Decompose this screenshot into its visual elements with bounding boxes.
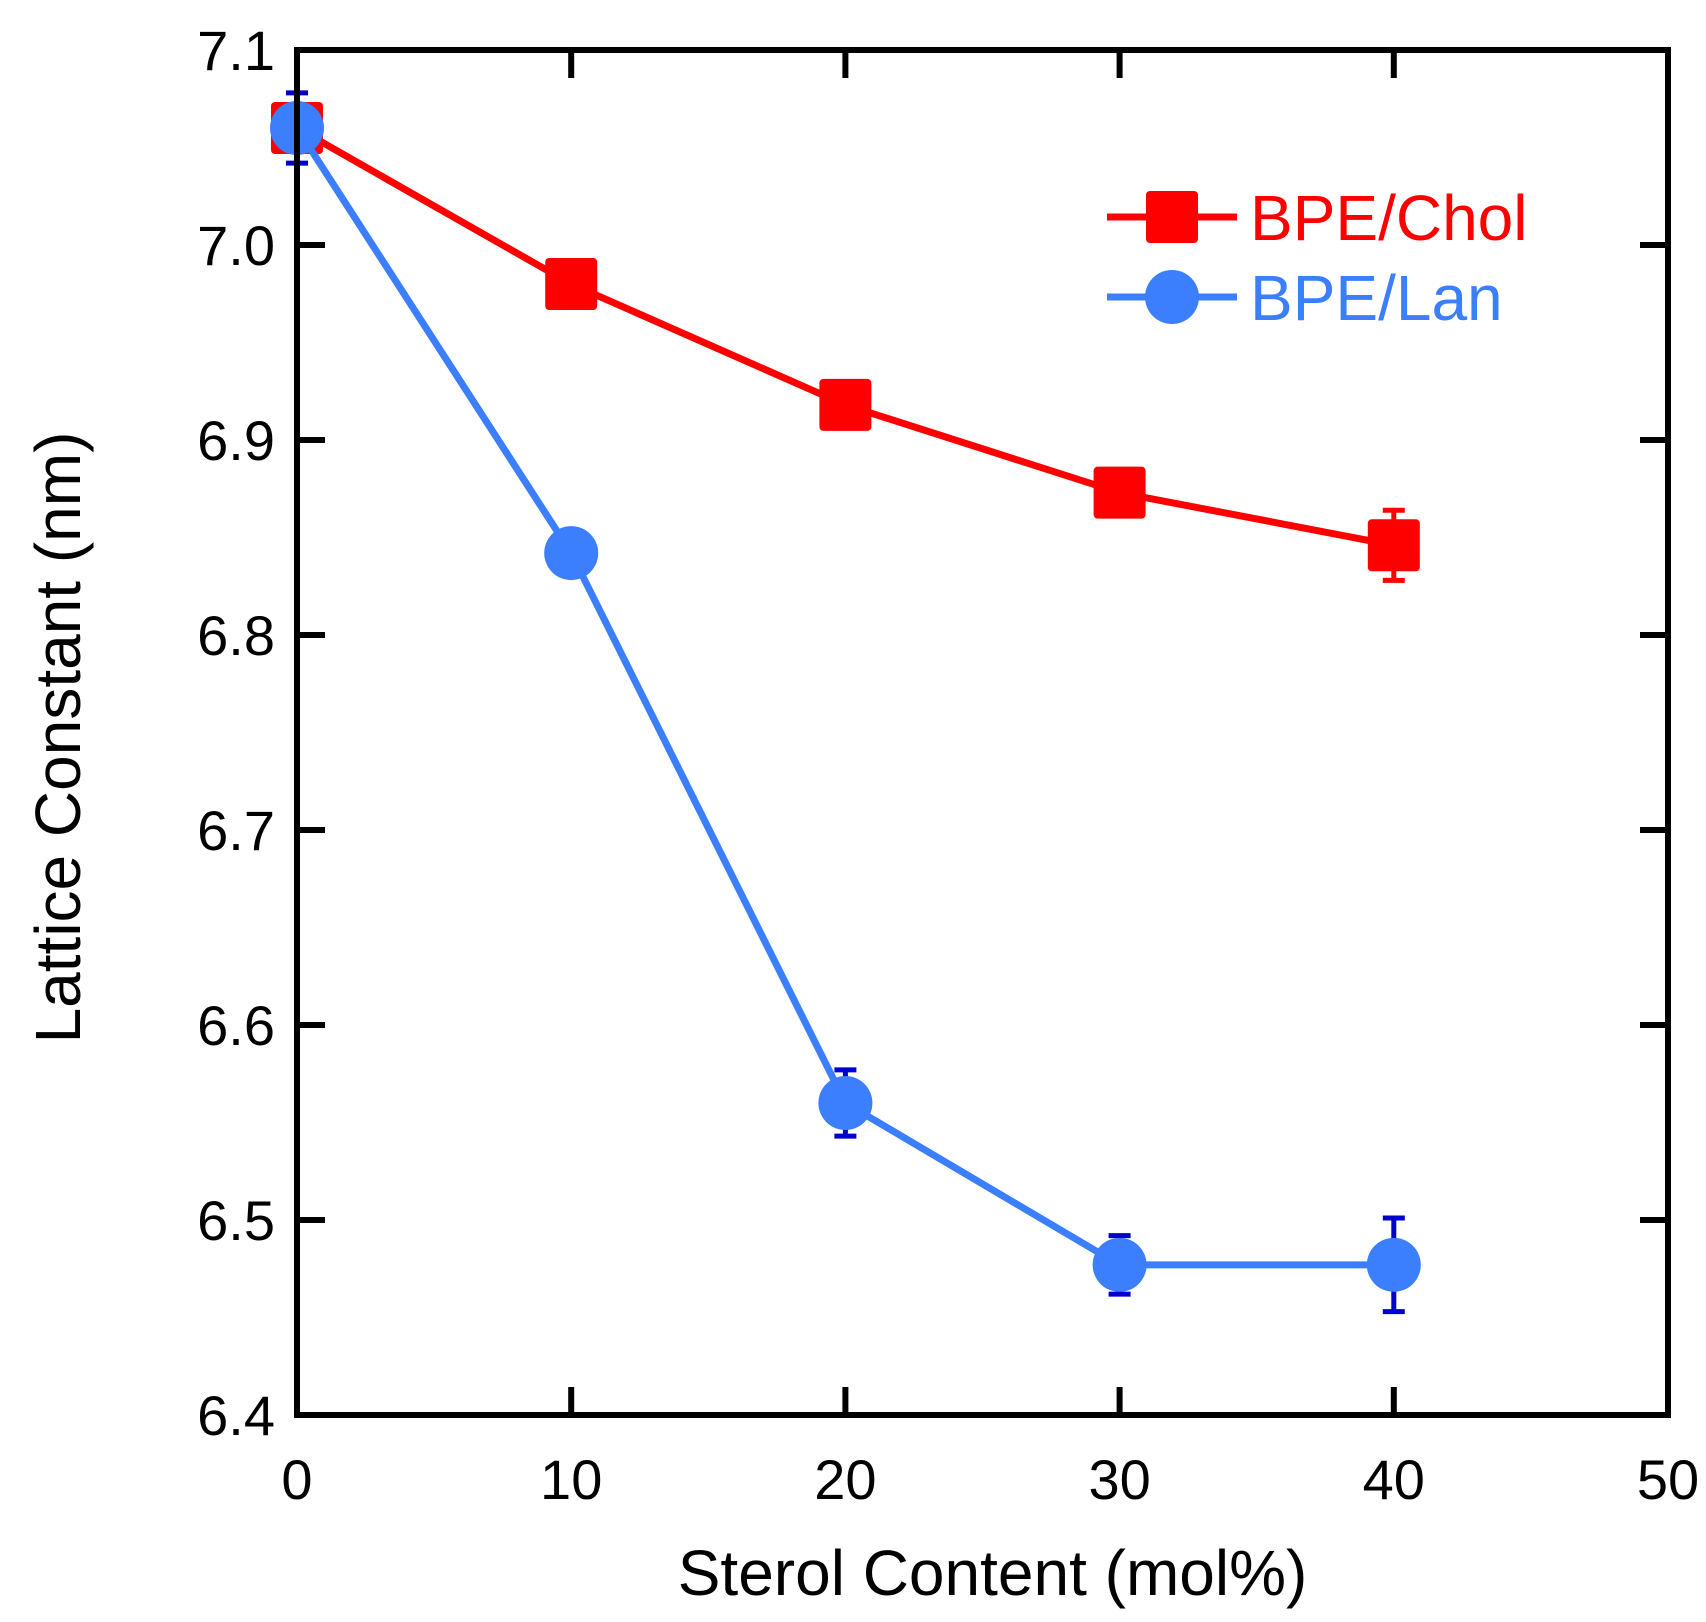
y-tick-label: 6.5 — [197, 1189, 275, 1252]
x-tick-label: 20 — [814, 1448, 876, 1511]
y-tick-label: 7.0 — [197, 214, 275, 277]
plot-frame — [294, 47, 1671, 1418]
axis-ticks: 0 10 20 30 40 50 6.4 6.5 6.6 6.7 6.8 6.9 7.0 7.1 — [197, 19, 1699, 1511]
data-point-square — [545, 258, 598, 310]
series-bpe-lan — [270, 90, 1421, 1315]
legend-label: BPE/Chol — [1250, 182, 1527, 254]
x-tick-label: 50 — [1637, 1448, 1699, 1511]
y-tick-label: 6.9 — [197, 409, 275, 472]
y-tick-label: 6.4 — [197, 1384, 275, 1447]
data-point-square — [1093, 466, 1146, 519]
data-point-square — [819, 378, 872, 431]
x-tick-label: 30 — [1088, 1448, 1150, 1511]
data-point-circle — [818, 1076, 873, 1130]
x-tick-label: 40 — [1363, 1448, 1425, 1511]
y-tick-label: 6.8 — [197, 604, 275, 667]
legend-marker-square — [1146, 191, 1198, 243]
legend: BPE/Chol BPE/Lan — [1107, 182, 1527, 334]
y-axis-title: Lattice Constant (nm) — [22, 432, 94, 1044]
legend-label: BPE/Lan — [1250, 262, 1503, 334]
x-axis-title: Sterol Content (mol%) — [678, 1537, 1308, 1609]
series-line — [295, 124, 1395, 549]
data-point-square — [1367, 519, 1420, 572]
legend-item-bpe-lan: BPE/Lan — [1107, 262, 1503, 334]
series-bpe-chol — [271, 102, 1420, 583]
legend-item-bpe-chol: BPE/Chol — [1107, 182, 1527, 254]
data-point-circle — [544, 526, 599, 581]
data-point-circle — [1366, 1237, 1421, 1292]
legend-marker-circle — [1145, 270, 1199, 324]
data-point-circle — [1092, 1237, 1147, 1292]
x-tick-label: 0 — [281, 1448, 312, 1511]
y-tick-label: 7.1 — [197, 19, 275, 82]
x-tick-label: 10 — [540, 1448, 602, 1511]
y-tick-label: 6.7 — [197, 799, 275, 862]
y-tick-label: 6.6 — [197, 994, 275, 1057]
data-series — [270, 90, 1421, 1315]
